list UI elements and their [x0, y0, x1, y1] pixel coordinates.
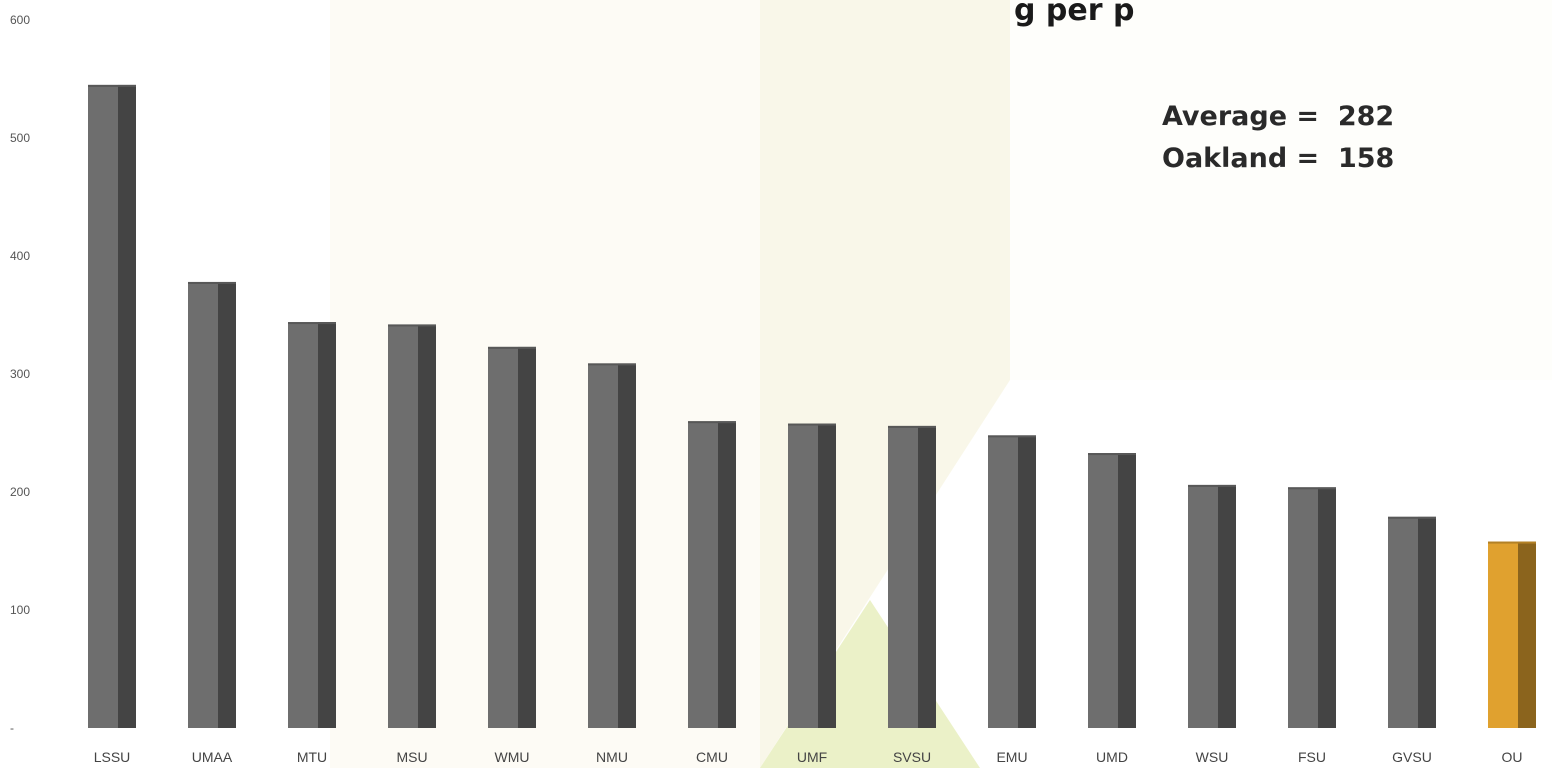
- bar-front: [1288, 487, 1318, 728]
- bar-top-edge: [288, 322, 336, 325]
- bar-side: [718, 421, 736, 728]
- x-tick-label: CMU: [696, 749, 728, 765]
- bar-front: [188, 281, 218, 728]
- y-tick-label: -: [10, 721, 14, 735]
- bar-top-edge: [188, 281, 236, 284]
- oakland-annotation: Oakland = 158: [1162, 143, 1395, 174]
- bar-mtu: [288, 322, 336, 728]
- chart-title-fragment: g per p: [1014, 0, 1134, 28]
- bar-gvsu: [1388, 516, 1436, 728]
- bar-front: [588, 363, 618, 728]
- bar-side: [1418, 516, 1436, 728]
- bar-front: [888, 425, 918, 728]
- x-tick-label: WMU: [495, 749, 530, 765]
- bar-top-edge: [888, 425, 936, 428]
- bar-side: [118, 84, 136, 728]
- bar-top-edge: [1388, 516, 1436, 519]
- y-tick-label: 100: [10, 603, 30, 617]
- bar-top-edge: [988, 435, 1036, 438]
- y-tick-label: 600: [10, 13, 30, 27]
- bar-emu: [988, 435, 1036, 728]
- bar-side: [1218, 484, 1236, 728]
- y-tick-label: 500: [10, 131, 30, 145]
- bar-front: [1088, 453, 1118, 728]
- bar-svsu: [888, 425, 936, 728]
- x-axis: LSSU UMAA MTU MSU WMU NMU CMU UMF SVSU EMU UMD WSU F…: [94, 749, 1523, 765]
- bar-side: [518, 346, 536, 728]
- bar-cmu: [688, 421, 736, 728]
- bar-top-edge: [1088, 453, 1136, 456]
- bar-side: [1118, 453, 1136, 728]
- bar-front: [388, 324, 418, 728]
- bar-front: [988, 435, 1018, 728]
- average-annotation: Average = 282: [1162, 101, 1395, 132]
- bar-side: [1518, 541, 1536, 728]
- x-tick-label: UMAA: [192, 749, 233, 765]
- bar-top-edge: [1188, 484, 1236, 487]
- x-tick-label: MTU: [297, 749, 327, 765]
- bar-nmu: [588, 363, 636, 728]
- bar-umd: [1088, 453, 1136, 728]
- bar-side: [618, 363, 636, 728]
- bar-umf: [788, 423, 836, 728]
- bar-wmu: [488, 346, 536, 728]
- bar-front: [1388, 516, 1418, 728]
- bar-top-edge: [788, 423, 836, 426]
- y-tick-label: 200: [10, 485, 30, 499]
- y-tick-label: 300: [10, 367, 30, 381]
- x-tick-label: UMD: [1096, 749, 1128, 765]
- bar-top-edge: [388, 324, 436, 327]
- bar-side: [1018, 435, 1036, 728]
- y-tick-label: 400: [10, 249, 30, 263]
- x-tick-label: GVSU: [1392, 749, 1432, 765]
- x-tick-label: MSU: [396, 749, 427, 765]
- bar-msu: [388, 324, 436, 728]
- bar-front: [488, 346, 518, 728]
- bar-front: [788, 423, 818, 728]
- bar-top-edge: [1288, 487, 1336, 490]
- bar-front: [88, 84, 118, 728]
- bar-front: [288, 322, 318, 728]
- bar-side: [318, 322, 336, 728]
- bar-side: [418, 324, 436, 728]
- bar-top-edge: [1488, 541, 1536, 544]
- bar-umaa: [188, 281, 236, 728]
- x-tick-label: UMF: [797, 749, 827, 765]
- bar-ou: [1488, 541, 1536, 728]
- bar-top-edge: [688, 421, 736, 424]
- bar-front: [688, 421, 718, 728]
- x-tick-label: WSU: [1196, 749, 1229, 765]
- bar-fsu: [1288, 487, 1336, 728]
- bar-side: [1318, 487, 1336, 728]
- bar-side: [818, 423, 836, 728]
- x-tick-label: LSSU: [94, 749, 131, 765]
- x-tick-label: OU: [1502, 749, 1523, 765]
- x-tick-label: SVSU: [893, 749, 931, 765]
- x-tick-label: FSU: [1298, 749, 1326, 765]
- bar-front: [1188, 484, 1218, 728]
- x-tick-label: EMU: [996, 749, 1027, 765]
- x-tick-label: NMU: [596, 749, 628, 765]
- bar-lssu: [88, 84, 136, 728]
- y-axis: - 100 200 300 400 500 600: [10, 13, 30, 735]
- chart-annotation: Average = 282 Oakland = 158: [1162, 96, 1394, 180]
- bar-top-edge: [88, 84, 136, 87]
- bar-top-edge: [588, 363, 636, 366]
- bar-side: [918, 425, 936, 728]
- bar-top-edge: [488, 346, 536, 349]
- bar-front: [1488, 541, 1518, 728]
- bar-side: [218, 281, 236, 728]
- bar-wsu: [1188, 484, 1236, 728]
- bars: [88, 84, 1536, 728]
